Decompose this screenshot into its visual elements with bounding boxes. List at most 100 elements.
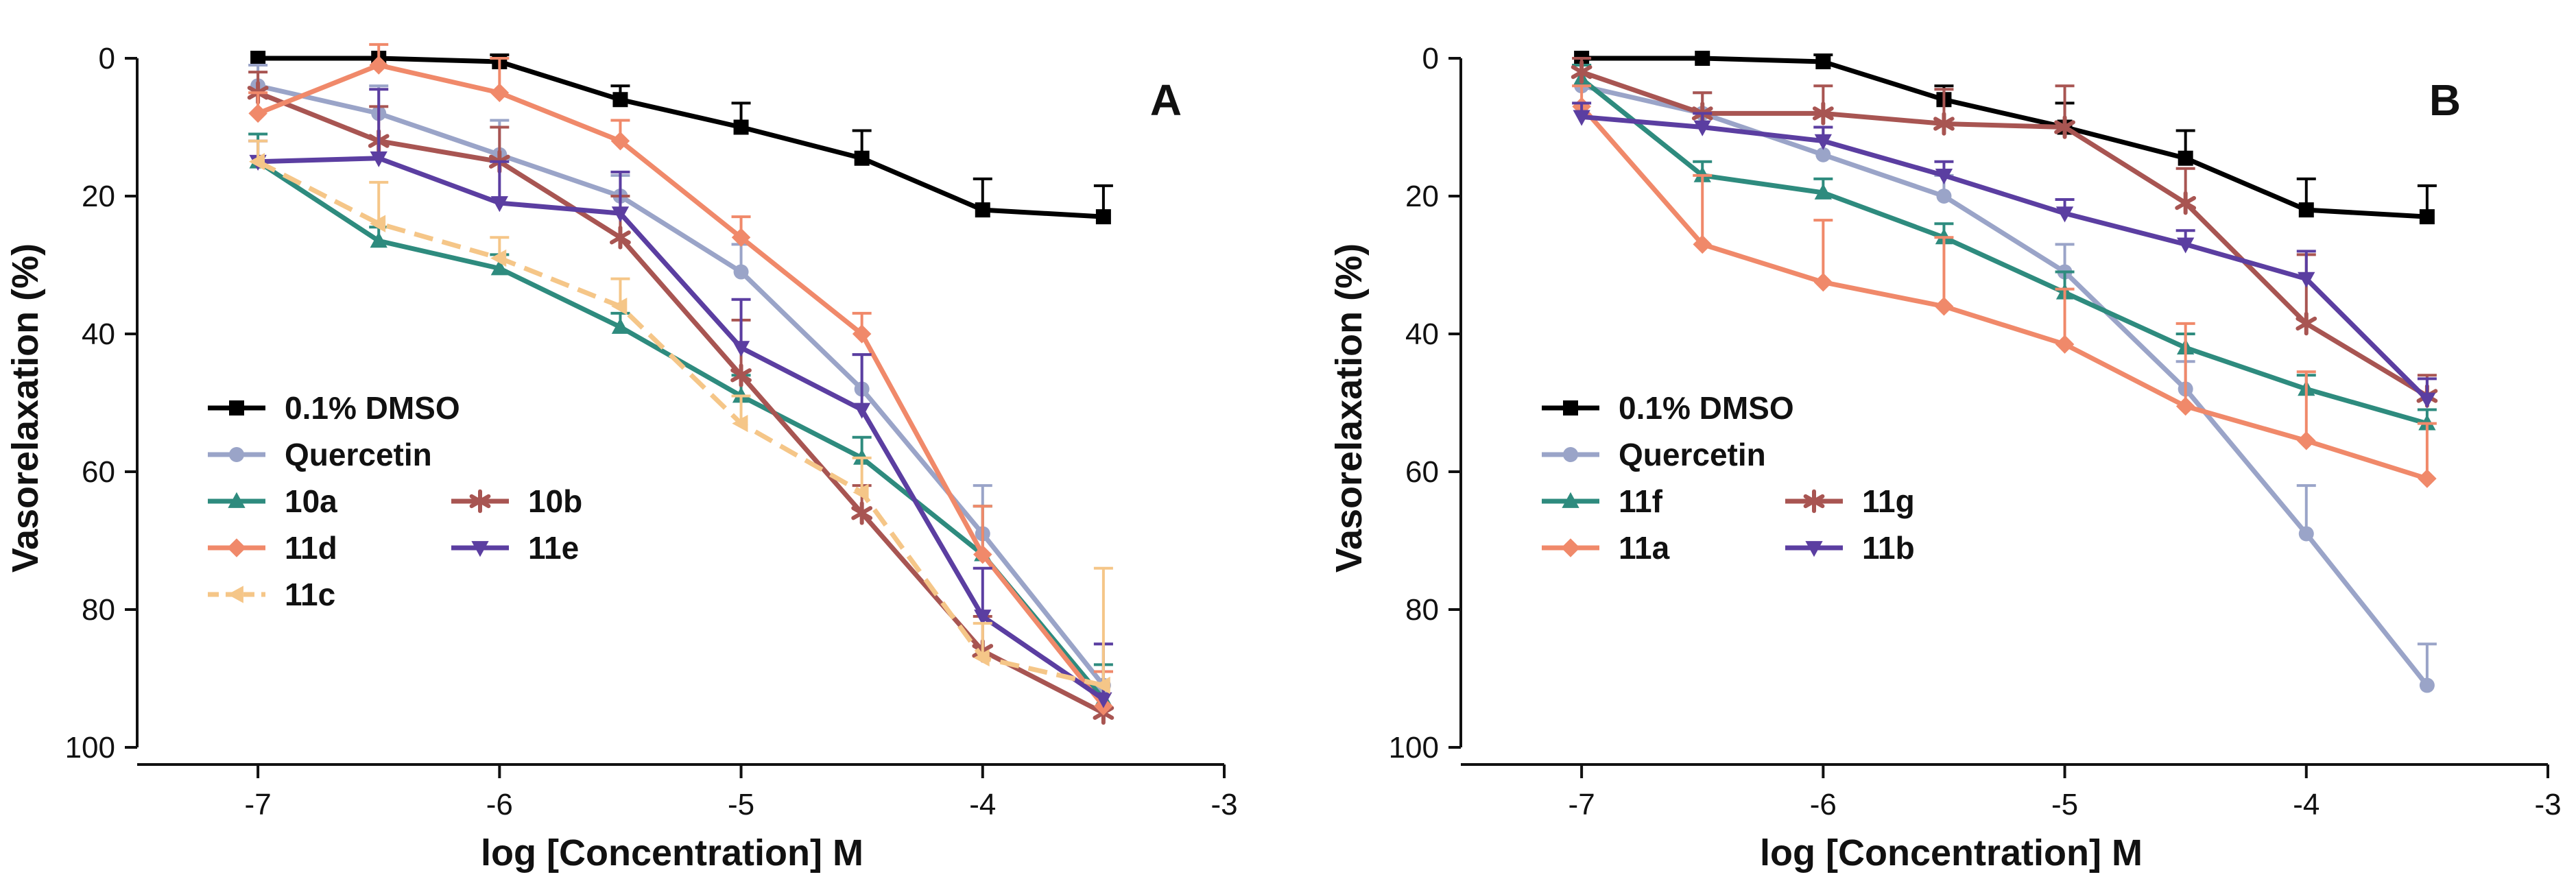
legend-label: 0.1% DMSO: [1619, 390, 1794, 426]
legend-item: 11a: [1542, 530, 1670, 566]
legend-a: 0.1% DMSO Quercetin 10a 10b 11d 11e 11c: [208, 390, 582, 612]
y-tick-label: 40: [82, 317, 115, 351]
legend-label: 11b: [1862, 530, 1915, 566]
data-point: [733, 119, 749, 135]
legend-marker: [229, 400, 244, 416]
legend-item: 11f: [1542, 483, 1663, 519]
data-point: [1815, 147, 1831, 162]
data-point: [369, 56, 388, 75]
x-tick-label: -3: [1211, 788, 1237, 821]
y-tick-label: 80: [82, 593, 115, 627]
series-line: [257, 159, 1104, 688]
y-tick-label: 40: [1405, 317, 1439, 351]
data-point: [2055, 335, 2075, 354]
legend-marker: [227, 538, 246, 557]
data-point: [2054, 115, 2075, 139]
data-point: [1813, 272, 1833, 292]
y-tick-label: 100: [65, 731, 115, 764]
x-axis-title-b: log [Concentration] M: [1760, 832, 2143, 874]
panel-label-b: B: [2429, 75, 2461, 125]
data-point: [2297, 431, 2316, 450]
data-point: [248, 153, 265, 171]
legend-item: 10a: [208, 483, 337, 519]
x-axis-title-a: log [Concentration] M: [481, 832, 863, 874]
y-axis-title-b: Vasorelaxation (%): [1328, 243, 1370, 573]
y-tick-label: 80: [1405, 593, 1439, 627]
data-point: [1814, 134, 1832, 150]
legend-item: 0.1% DMSO: [1542, 390, 1794, 426]
data-point: [1094, 676, 1110, 695]
legend-label: 11c: [285, 577, 335, 612]
data-point: [370, 215, 386, 232]
legend-marker: [1563, 400, 1578, 416]
data-point: [2418, 392, 2436, 409]
series-line: [1580, 69, 2429, 398]
data-point: [1573, 110, 1590, 126]
data-point: [1095, 209, 1111, 225]
legend-item: 11g: [1785, 483, 1915, 519]
series-line: [257, 83, 1106, 687]
legend-label: 11d: [285, 530, 337, 566]
data-point: [2055, 206, 2074, 223]
legend-marker: [1803, 489, 1825, 514]
y-tick-label: 100: [1389, 731, 1439, 764]
y-tick-label: 0: [1422, 42, 1439, 75]
legend-marker: [1561, 538, 1580, 557]
series-line: [258, 56, 1104, 219]
panel-b: B Vasorelaxation (%) log [Concentration]…: [1328, 42, 2562, 874]
data-point: [852, 324, 872, 344]
data-point: [1571, 60, 1593, 84]
data-point: [490, 83, 510, 102]
data-point: [1812, 101, 1834, 125]
legend-item: Quercetin: [1542, 437, 1766, 472]
data-point: [732, 415, 748, 433]
data-point: [1695, 51, 1710, 66]
data-point: [490, 196, 508, 213]
legend-label: 10b: [528, 483, 582, 519]
axes-b: 0 20 40 60 80 100 -7 -6 -5 -4 -3: [1389, 42, 2562, 821]
data-point: [2295, 311, 2317, 336]
panel-a: A Vasorelaxation (%) log [Concentration]…: [5, 42, 1238, 874]
data-point: [370, 151, 387, 167]
legend-item: 0.1% DMSO: [208, 390, 460, 426]
x-tick-label: -7: [245, 788, 272, 821]
legend-marker: [229, 447, 244, 462]
legend-label: 11f: [1619, 483, 1663, 519]
data-point: [490, 249, 507, 267]
data-point: [1936, 189, 1952, 204]
data-point: [974, 610, 992, 626]
data-point: [731, 228, 751, 248]
x-tick-label: -5: [728, 788, 754, 821]
data-point: [1693, 234, 1712, 254]
legend-marker: [1562, 492, 1579, 508]
data-point: [2298, 526, 2314, 542]
x-tick-label: -6: [1810, 788, 1837, 821]
data-point: [610, 226, 631, 250]
y-tick-label: 20: [1405, 180, 1439, 213]
data-point: [1935, 168, 1953, 185]
data-point: [1934, 297, 1954, 316]
x-tick-label: -6: [486, 788, 513, 821]
series-line: [258, 156, 1105, 701]
data-point: [611, 317, 630, 334]
legend-item: 10b: [451, 483, 582, 519]
series-11d: [248, 43, 1113, 716]
data-point: [2418, 469, 2437, 488]
y-axis-title-a: Vasorelaxation (%): [5, 243, 46, 573]
legend-item: 11b: [1785, 530, 1915, 566]
data-point: [851, 501, 873, 525]
y-tick-label: 20: [82, 180, 115, 213]
data-point: [732, 341, 750, 357]
legend-label: Quercetin: [285, 437, 432, 472]
data-point: [2177, 237, 2195, 254]
series-11f: [1572, 64, 2437, 431]
legend-marker: [1805, 541, 1823, 557]
series-line: [1581, 114, 2429, 401]
data-point: [1814, 183, 1832, 200]
series-line: [257, 62, 1106, 708]
data-point: [2175, 396, 2195, 416]
data-point: [973, 544, 992, 564]
data-point: [1693, 120, 1711, 136]
x-tick-label: -4: [2293, 788, 2319, 821]
x-tick-label: -4: [969, 788, 996, 821]
